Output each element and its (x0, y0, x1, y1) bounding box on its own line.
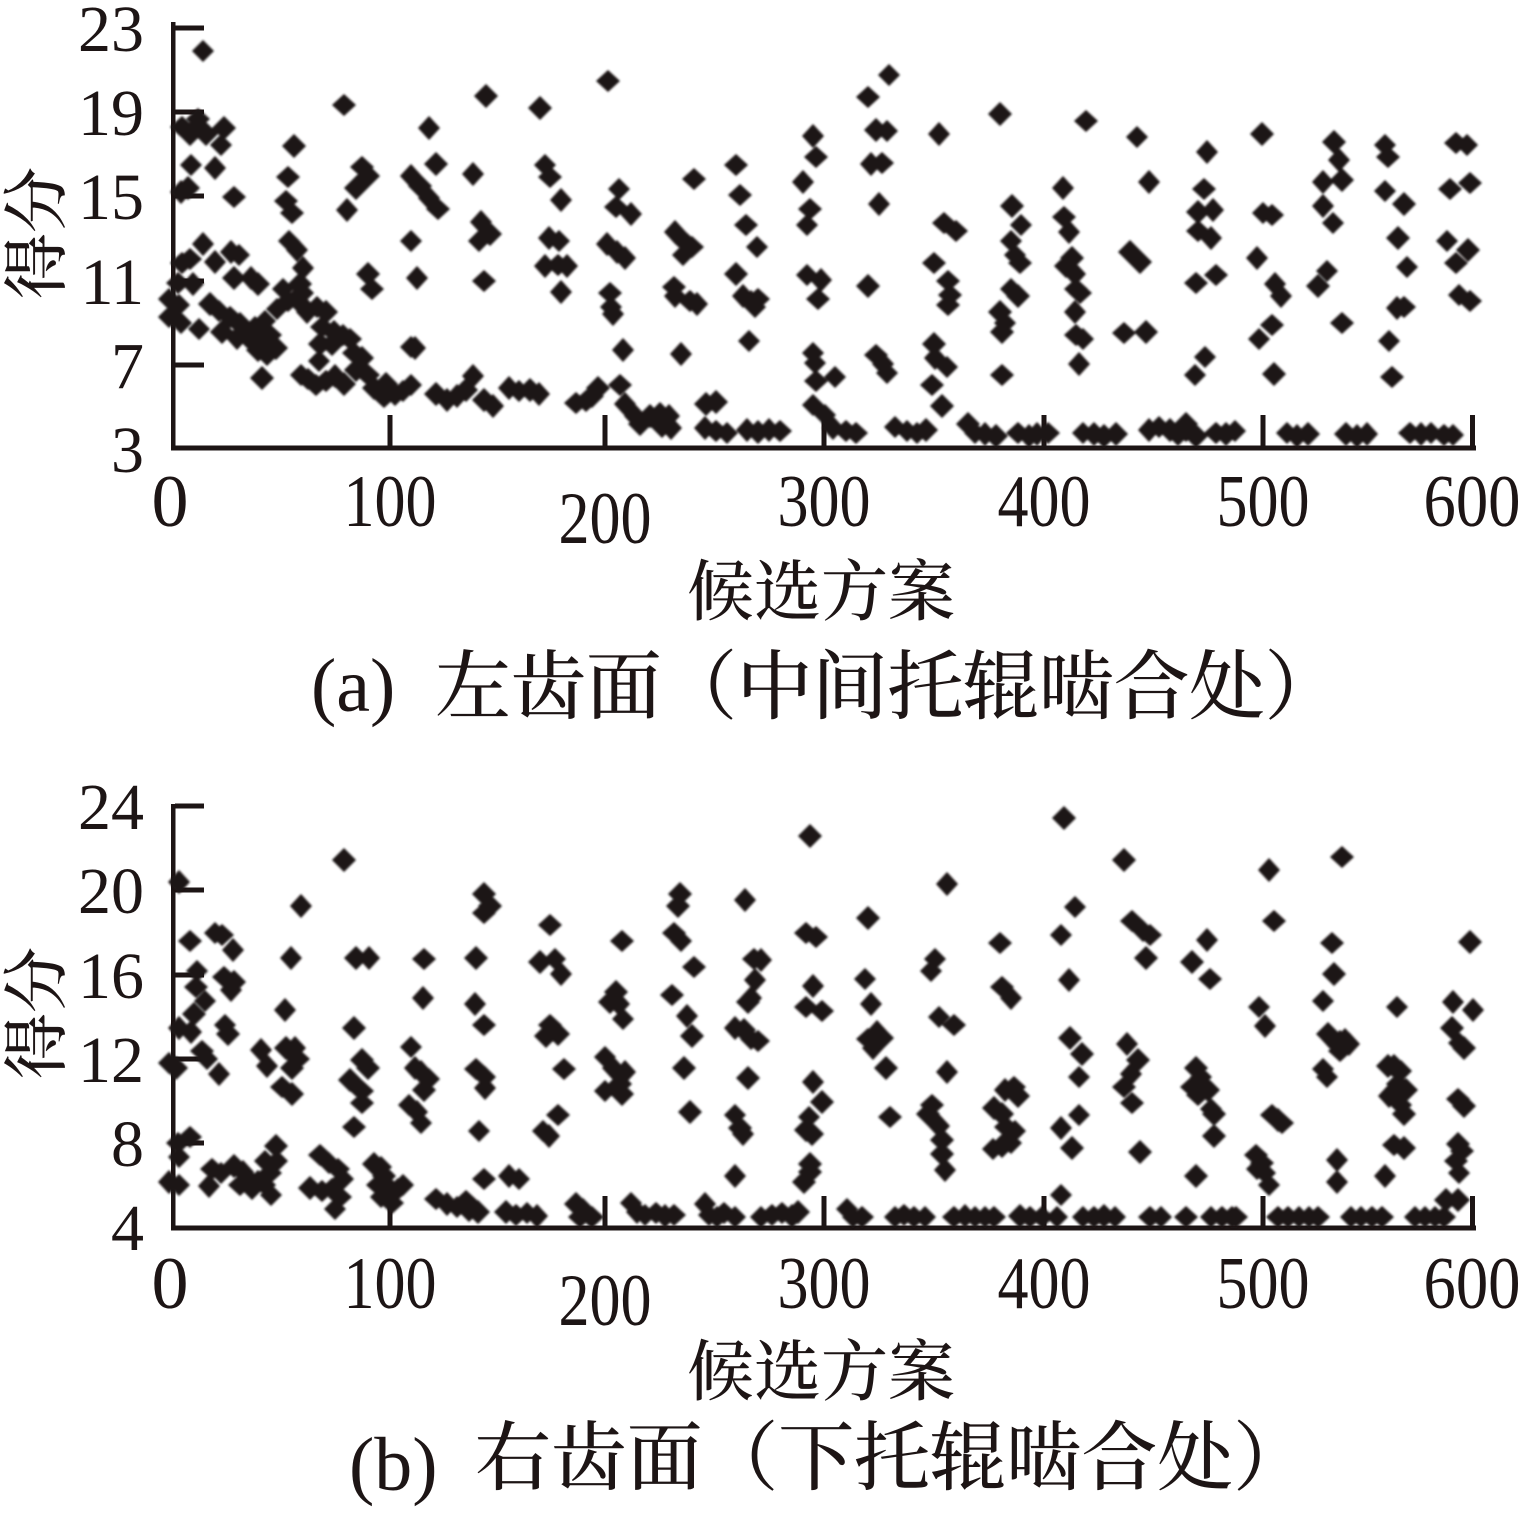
svg-text:(a): (a) (311, 644, 395, 728)
svg-text:0: 0 (152, 461, 189, 543)
svg-text:400: 400 (998, 1243, 1091, 1325)
svg-text:23: 23 (78, 0, 144, 66)
svg-text:0: 0 (152, 1243, 189, 1325)
svg-text:12: 12 (78, 1024, 144, 1097)
svg-text:100: 100 (344, 1243, 437, 1325)
svg-text:300: 300 (778, 1243, 871, 1325)
svg-text:11: 11 (80, 246, 144, 319)
svg-text:16: 16 (78, 940, 144, 1013)
svg-text:8: 8 (111, 1108, 144, 1181)
svg-text:500: 500 (1217, 1243, 1310, 1325)
svg-text:300: 300 (778, 461, 871, 543)
svg-text:(b): (b) (349, 1423, 438, 1507)
svg-text:200: 200 (559, 478, 652, 560)
svg-text:100: 100 (344, 461, 437, 543)
svg-text:7: 7 (111, 330, 144, 403)
svg-text:19: 19 (78, 77, 144, 150)
svg-text:600: 600 (1424, 461, 1521, 543)
svg-text:3: 3 (111, 414, 144, 487)
svg-text:500: 500 (1217, 461, 1310, 543)
svg-text:400: 400 (998, 461, 1091, 543)
svg-text:24: 24 (78, 771, 144, 844)
svg-text:600: 600 (1424, 1243, 1521, 1325)
svg-text:4: 4 (111, 1192, 144, 1265)
svg-text:20: 20 (78, 855, 144, 928)
svg-text:200: 200 (559, 1260, 652, 1342)
svg-text:15: 15 (78, 161, 144, 234)
